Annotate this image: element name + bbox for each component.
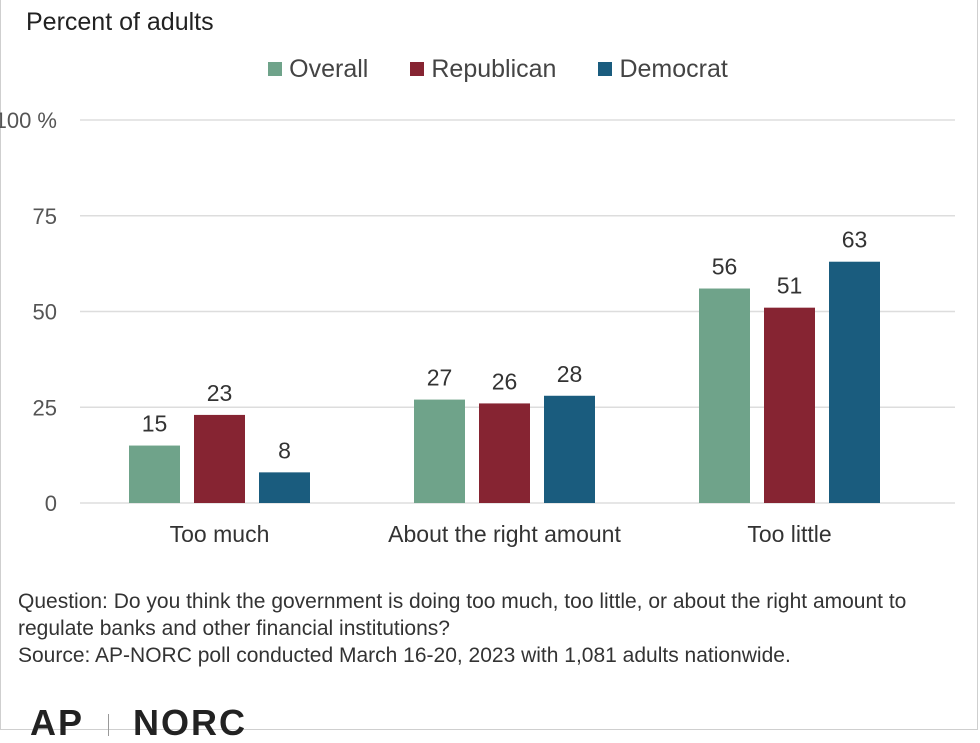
data-label: 63 — [842, 227, 868, 253]
chart-note: Question: Do you think the government is… — [18, 588, 968, 669]
x-tick-label: Too little — [747, 521, 831, 547]
bar-democrat — [829, 261, 880, 503]
x-tick-label: About the right amount — [388, 521, 621, 547]
y-tick-label: 50 — [33, 300, 57, 325]
data-label: 51 — [777, 273, 803, 299]
ap-norc-logo: AP NORC — [30, 702, 350, 743]
data-label: 23 — [207, 380, 233, 406]
logo-norc: NORC — [133, 702, 248, 743]
bar-chart: 0 25 50 75 100 % 15 23 8 Too much 27 26 28 About the… — [0, 108, 955, 547]
data-label: 28 — [557, 361, 583, 387]
x-tick-label: Too much — [170, 521, 270, 547]
legend-swatch-democrat — [598, 62, 613, 76]
legend-label-republican: Republican — [431, 54, 557, 83]
data-label: 56 — [712, 254, 738, 280]
bar-overall — [129, 445, 180, 503]
bar-republican — [479, 403, 530, 503]
legend-item-republican: Republican — [394, 55, 556, 84]
legend-label-overall: Overall — [289, 54, 369, 83]
data-label: 8 — [278, 437, 291, 463]
bar-republican — [194, 414, 245, 503]
y-tick-label: 25 — [33, 395, 57, 420]
data-label: 26 — [492, 368, 518, 394]
data-label: 27 — [427, 365, 453, 391]
source-text: Source: AP-NORC poll conducted March 16-… — [18, 644, 791, 667]
legend-swatch-overall — [268, 62, 283, 76]
legend-item-overall: Overall — [252, 55, 368, 84]
bar-overall — [414, 399, 465, 503]
bar-republican — [764, 307, 815, 503]
data-label: 15 — [142, 411, 168, 437]
y-tick-label: 100 % — [0, 108, 57, 133]
question-text: Question: Do you think the government is… — [18, 590, 907, 640]
bar-overall — [699, 288, 750, 503]
chart-subtitle: Percent of adults — [26, 8, 214, 36]
logo-divider — [108, 714, 110, 737]
y-tick-label: 0 — [45, 491, 57, 516]
legend: Overall Republican Democrat — [0, 54, 980, 84]
legend-swatch-republican — [410, 62, 425, 76]
legend-item-democrat: Democrat — [582, 54, 728, 84]
legend-label-democrat: Democrat — [619, 54, 728, 83]
bar-democrat — [544, 395, 595, 503]
y-tick-label: 75 — [33, 204, 57, 229]
bar-democrat — [259, 472, 310, 503]
logo-ap: AP — [30, 702, 85, 743]
